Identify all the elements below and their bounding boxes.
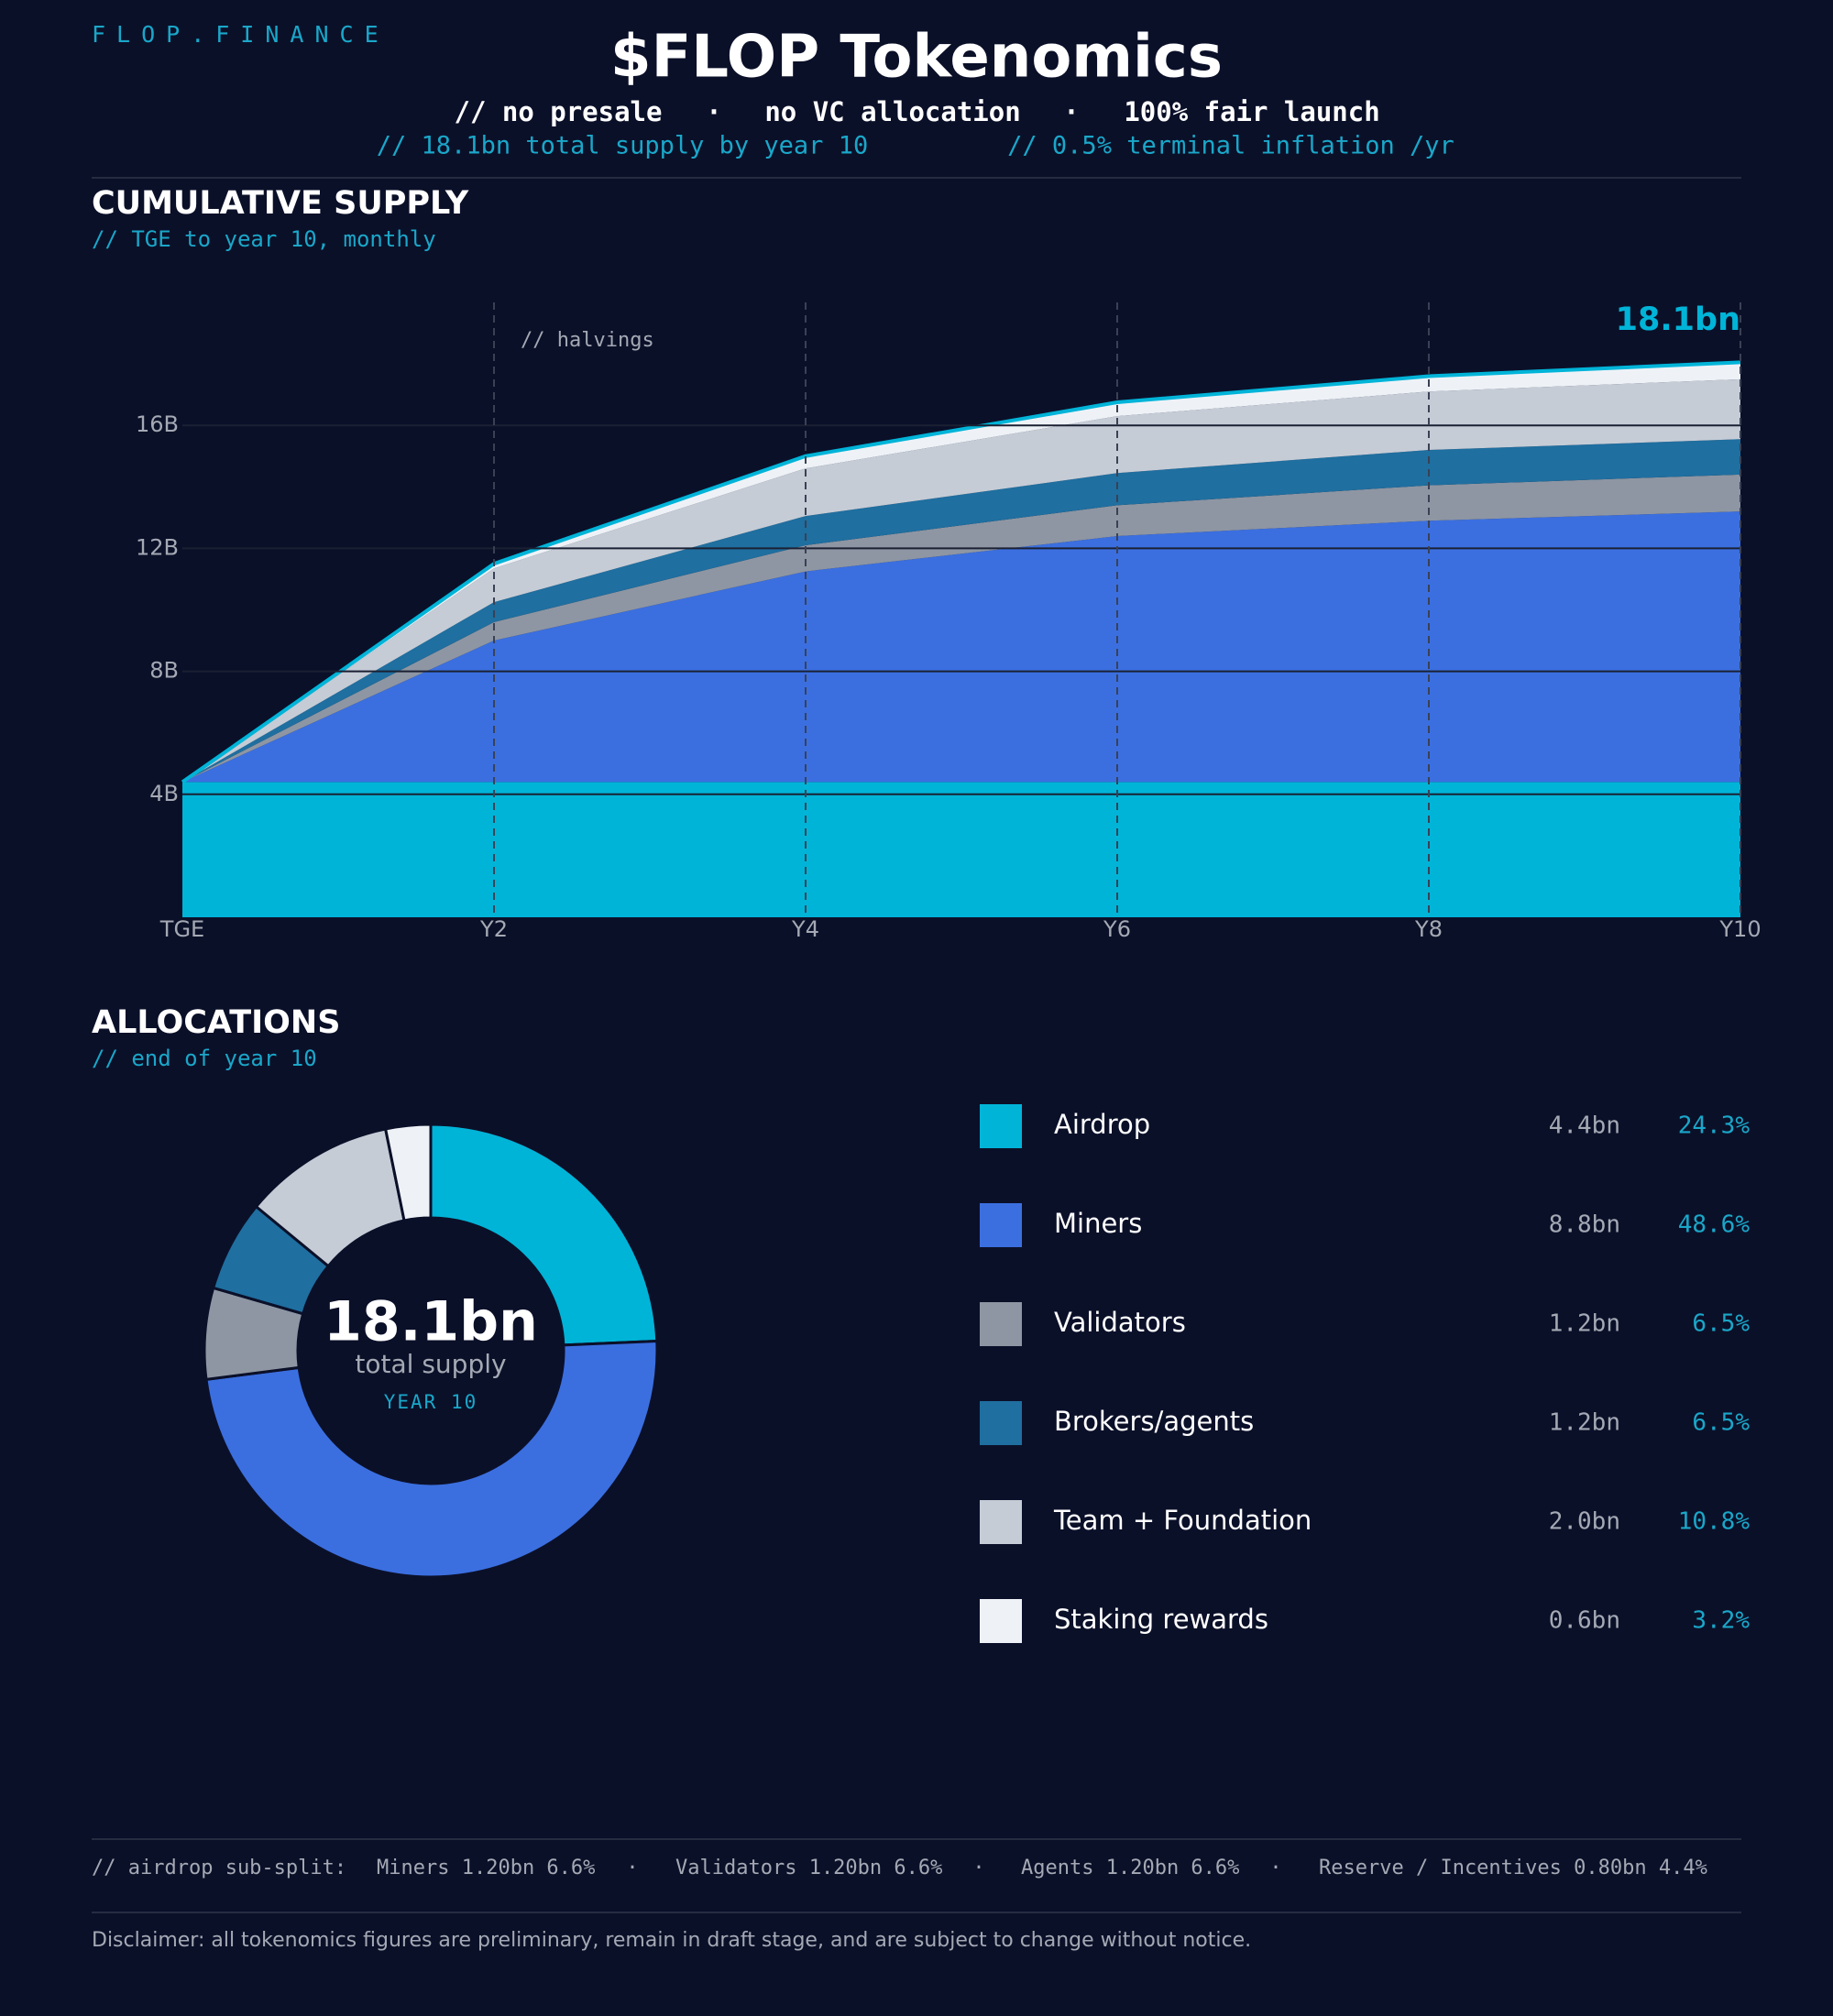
- legend-name: Staking rewards: [1054, 1604, 1268, 1635]
- legend-name: Validators: [1054, 1307, 1186, 1338]
- section-title: ALLOCATIONS: [92, 1004, 340, 1041]
- separator: ·: [626, 1857, 638, 1879]
- legend-percent: 24.3%: [1678, 1112, 1751, 1140]
- section-subtitle: // TGE to year 10, monthly: [92, 226, 436, 252]
- fact: // 18.1bn total supply by year 10: [377, 132, 868, 160]
- fact: // 0.5% terminal inflation /yr: [1007, 132, 1454, 160]
- annotation: // halvings: [521, 329, 654, 352]
- legend-swatch: [980, 1500, 1022, 1544]
- x-tick-label: Y6: [1103, 916, 1131, 942]
- area: [182, 511, 1740, 783]
- legend-name: Team + Foundation: [1053, 1505, 1312, 1536]
- legend-swatch: [980, 1302, 1022, 1346]
- donut-slice: [429, 1123, 659, 1347]
- legend-swatch: [980, 1104, 1022, 1148]
- footnote-label: // airdrop sub-split:: [92, 1857, 346, 1879]
- legend-swatch: [980, 1203, 1022, 1247]
- area: [182, 782, 1740, 917]
- separator: ·: [1063, 96, 1079, 127]
- section-title: CUMULATIVE SUPPLY: [92, 185, 469, 222]
- total-outline: [181, 360, 1741, 784]
- legend-swatch: [980, 1401, 1022, 1445]
- separator: ·: [706, 96, 721, 127]
- legend-amount: 0.6bn: [1549, 1607, 1620, 1635]
- legend-amount: 1.2bn: [1549, 1310, 1620, 1338]
- separator: ·: [1269, 1857, 1281, 1879]
- y-tick-label: 4B: [149, 781, 179, 806]
- footnote-item: Miners 1.20bn 6.6%: [377, 1857, 595, 1879]
- legend-percent: 6.5%: [1692, 1310, 1750, 1338]
- donut-slice: [204, 1339, 659, 1579]
- legend-percent: 6.5%: [1692, 1409, 1750, 1437]
- x-tick-label: Y10: [1718, 916, 1761, 942]
- tagline: no VC allocation: [764, 96, 1020, 127]
- legend-name: Brokers/agents: [1054, 1406, 1254, 1437]
- y-tick-label: 12B: [136, 534, 179, 560]
- y-tick-label: 8B: [149, 658, 179, 684]
- x-tick-label: Y8: [1414, 916, 1443, 942]
- x-tick-label: Y4: [791, 916, 819, 942]
- legend-percent: 3.2%: [1692, 1607, 1750, 1635]
- footnote-item: Agents 1.20bn 6.6%: [1021, 1857, 1239, 1879]
- center-value: 18.1bn: [324, 1290, 538, 1354]
- separator: ·: [972, 1857, 984, 1879]
- center-note: YEAR 10: [384, 1391, 478, 1413]
- legend-name: Miners: [1054, 1208, 1142, 1239]
- legend-percent: 48.6%: [1678, 1211, 1751, 1239]
- area: [182, 378, 1740, 783]
- disclaimer: Disclaimer: all tokenomics figures are p…: [92, 1929, 1251, 1952]
- legend-amount: 4.4bn: [1549, 1112, 1620, 1140]
- end-label: 18.1bn: [1616, 301, 1740, 338]
- legend-swatch: [980, 1599, 1022, 1643]
- title: $FLOP Tokenomics: [610, 24, 1223, 92]
- center-label: total supply: [355, 1349, 506, 1379]
- legend-name: Airdrop: [1054, 1109, 1150, 1140]
- legend-amount: 1.2bn: [1549, 1409, 1620, 1437]
- tagline: // no presale: [455, 96, 663, 127]
- section-subtitle: // end of year 10: [92, 1046, 317, 1071]
- x-tick-label: TGE: [159, 916, 204, 942]
- brand: FLOP.FINANCE: [92, 21, 390, 48]
- legend-amount: 8.8bn: [1549, 1211, 1620, 1239]
- donut-slice: [383, 1123, 433, 1222]
- legend-percent: 10.8%: [1678, 1508, 1751, 1536]
- x-tick-label: Y2: [479, 916, 508, 942]
- footnote-item: Reserve / Incentives 0.80bn 4.4%: [1319, 1857, 1707, 1879]
- footnote-item: Validators 1.20bn 6.6%: [675, 1857, 942, 1879]
- legend-amount: 2.0bn: [1549, 1508, 1620, 1536]
- tagline: 100% fair launch: [1124, 96, 1379, 127]
- y-tick-label: 16B: [136, 411, 179, 437]
